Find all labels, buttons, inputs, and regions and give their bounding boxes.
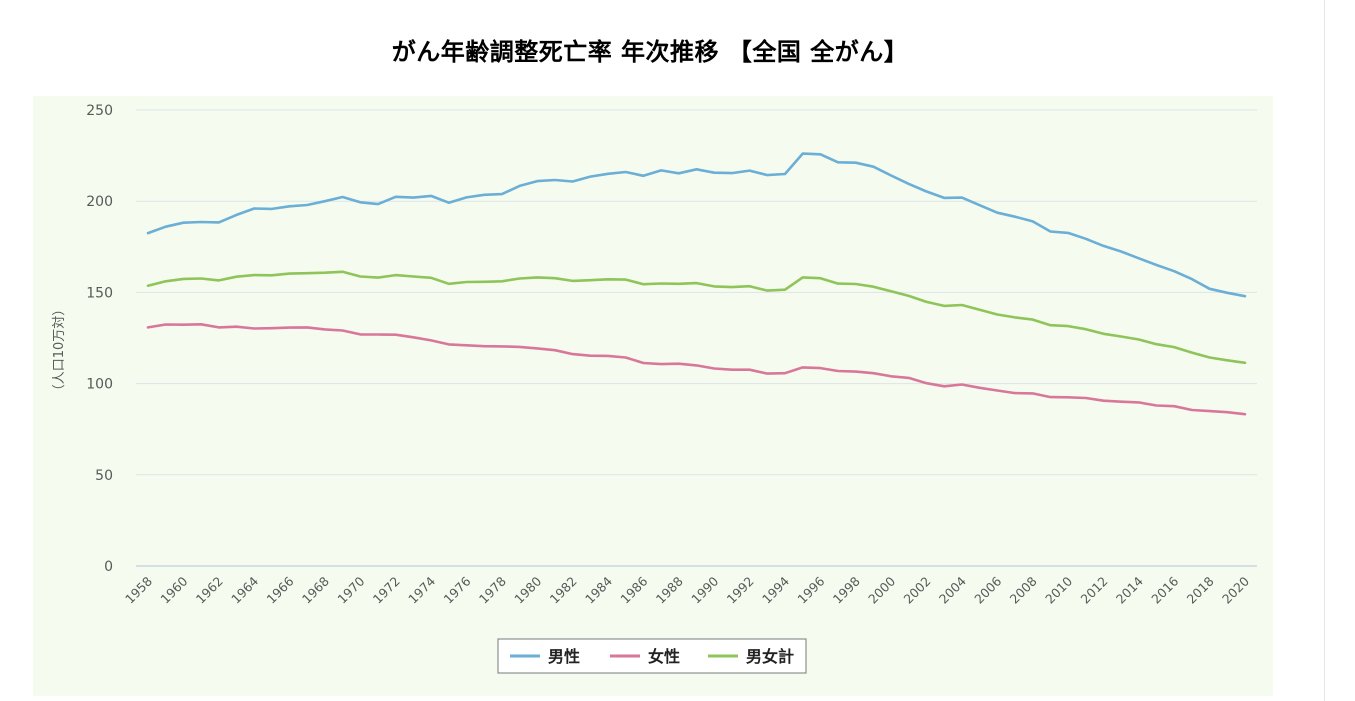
- legend-box: [497, 638, 807, 674]
- legend-label-2: 男女計: [746, 647, 794, 666]
- grid-lines: [136, 109, 1257, 567]
- legend-label-1: 女性: [648, 647, 680, 666]
- scroll-divider: [1324, 0, 1325, 701]
- series-line-2: [146, 270, 1247, 365]
- chart-title: がん年齢調整死亡率 年次推移 【全国 全がん】: [391, 38, 909, 66]
- series-lines: [146, 152, 1247, 416]
- y-axis-label: （人口10万対）: [52, 303, 67, 398]
- chart-area: 0 50 100 150 200 250 1958 1960 1962 1964 1966 1968…: [33, 96, 1273, 696]
- series-line-1: [146, 323, 1247, 416]
- series-line-0: [146, 152, 1247, 298]
- y-tick-label: 150: [86, 285, 113, 301]
- y-tick-label: 200: [86, 194, 113, 210]
- legend-label-0: 男性: [548, 647, 580, 666]
- y-tick-labels: 0 50 100 150 200 250: [86, 103, 113, 575]
- legend: 男性 女性 男女計: [497, 638, 807, 674]
- y-tick-label: 0: [104, 559, 113, 575]
- y-tick-label: 50: [95, 468, 113, 484]
- y-tick-label: 100: [86, 377, 113, 393]
- y-tick-label: 250: [86, 103, 113, 119]
